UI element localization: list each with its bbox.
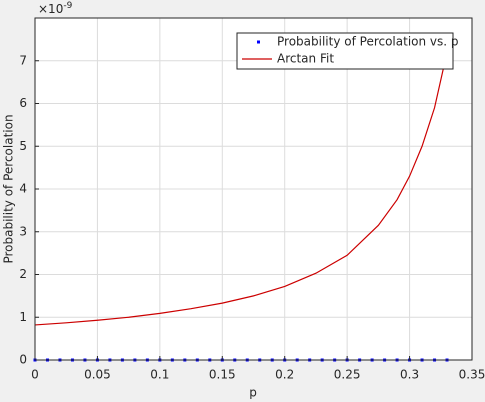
- y-tick-label: 2: [19, 267, 27, 281]
- x-tick-label: 0.05: [84, 368, 111, 382]
- y-tick-label: 7: [19, 53, 27, 67]
- legend-label: Probability of Percolation vs. p: [277, 35, 459, 49]
- data-line: [34, 52, 448, 326]
- legend-swatch: [257, 40, 260, 44]
- x-tick-label: 0: [31, 368, 39, 382]
- x-tick-label: 0.2: [275, 368, 294, 382]
- x-tick-label: 0.3: [400, 368, 419, 382]
- y-tick-label: 6: [19, 96, 27, 110]
- x-tick-label: 0.35: [459, 368, 485, 382]
- y-tick-label: 1: [19, 310, 27, 324]
- y-multiplier-base: ×10: [38, 2, 63, 16]
- legend: Probability of Percolation vs. p Arctan F…: [236, 32, 459, 70]
- y-multiplier-exponent: -9: [63, 1, 72, 11]
- y-tick-label: 5: [19, 139, 27, 153]
- y-axis-label: Probability of Percolation: [2, 114, 16, 263]
- y-tick-label: 3: [19, 224, 27, 238]
- legend-label: Arctan Fit: [277, 52, 334, 66]
- x-tick-label: 0.15: [209, 368, 236, 382]
- y-tick-label: 4: [19, 182, 27, 196]
- y-multiplier: ×10-9: [38, 1, 73, 16]
- x-tick-label: 0.1: [150, 368, 169, 382]
- x-tick-label: 0.25: [334, 368, 361, 382]
- legend-box: [236, 32, 454, 70]
- y-tick-label: 0: [19, 353, 27, 367]
- x-axis-label: p: [249, 386, 257, 400]
